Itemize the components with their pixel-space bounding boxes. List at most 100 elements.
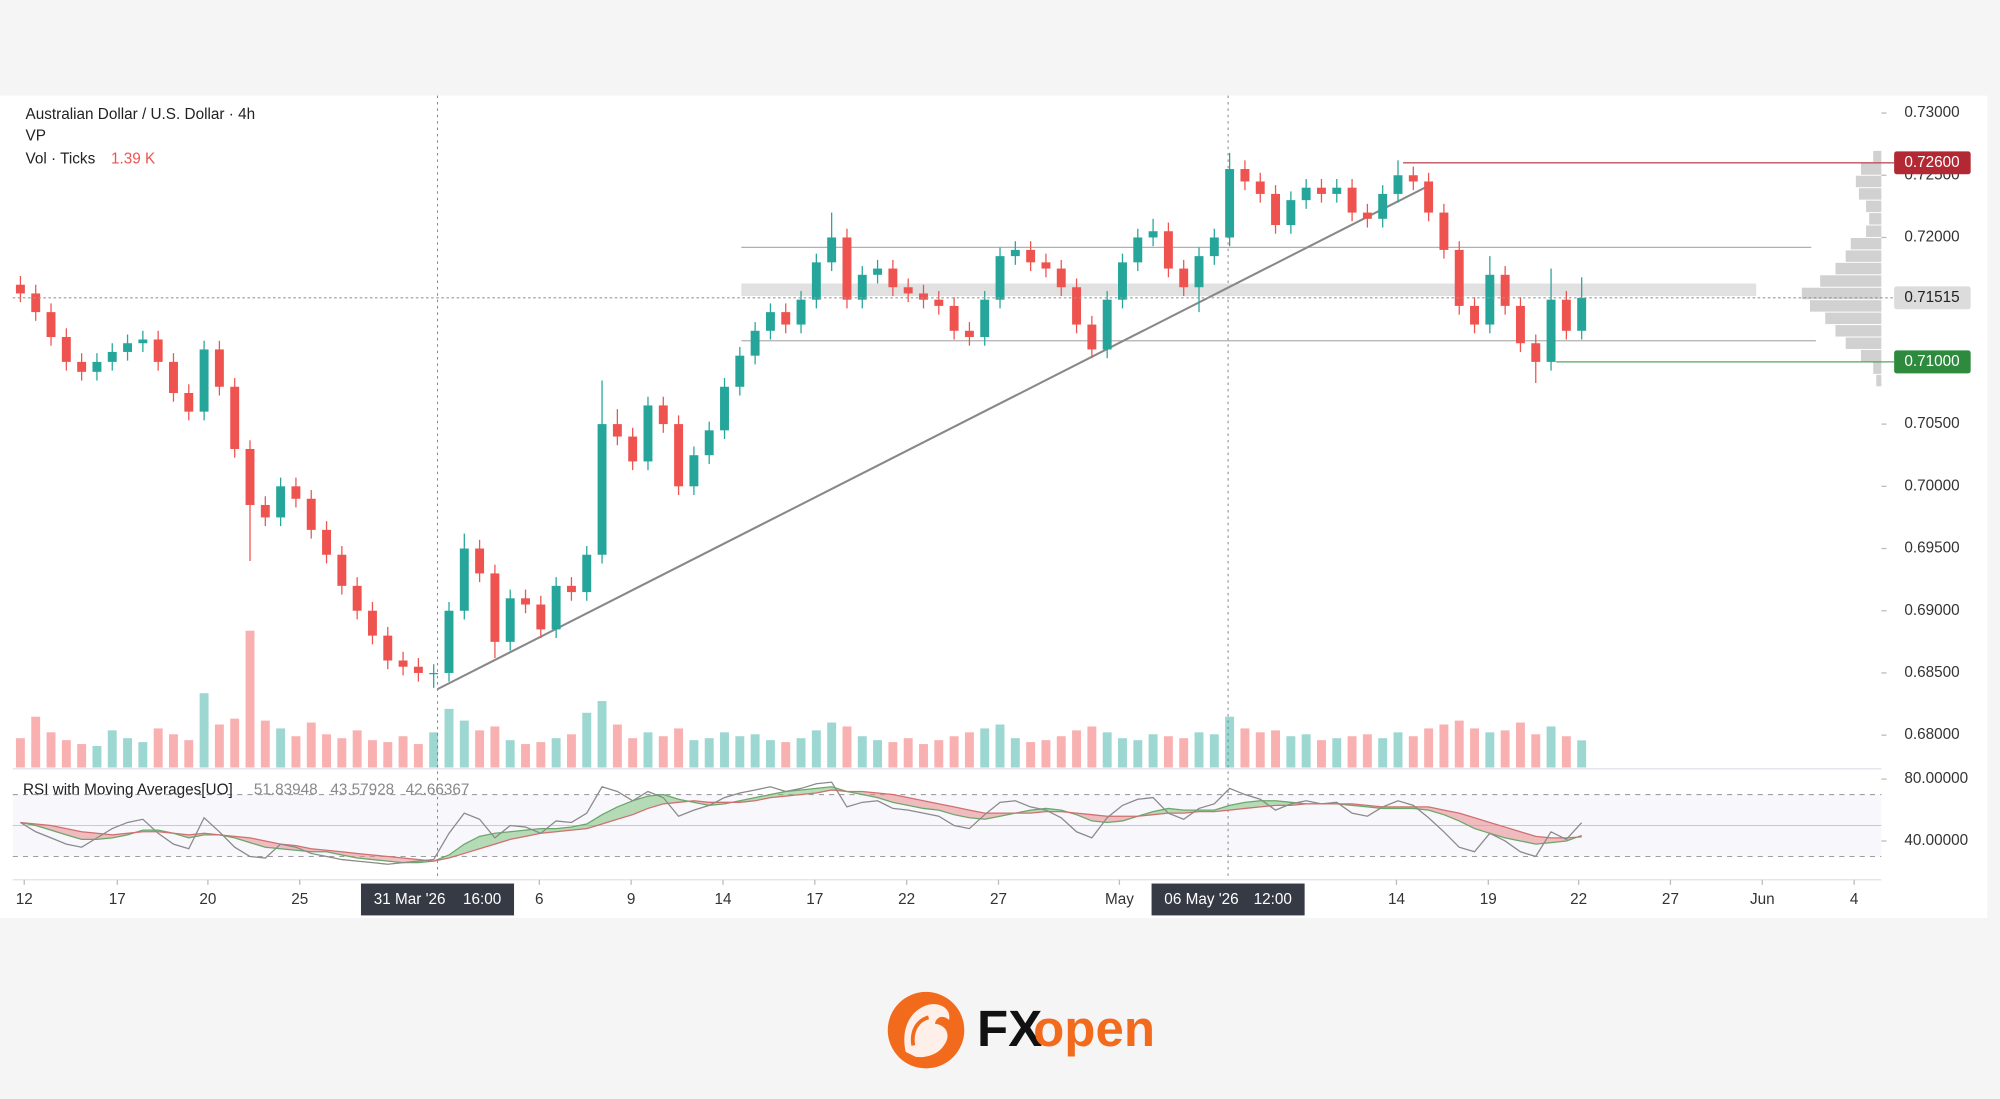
- profile-bar: [1835, 325, 1882, 337]
- candle-body: [857, 274, 867, 300]
- logo-mane: [910, 1015, 930, 1046]
- candle-body: [306, 498, 316, 530]
- price-label-box: [1894, 350, 1971, 374]
- candle-body: [1408, 175, 1418, 182]
- candle-body: [995, 256, 1005, 300]
- candle-body: [704, 430, 714, 456]
- volume-bar: [429, 732, 439, 768]
- volume-bar: [398, 736, 408, 768]
- candle-body: [46, 312, 56, 338]
- y-tick-label: 0.73000: [1904, 104, 1959, 121]
- volume-bar: [1271, 730, 1281, 768]
- candle-body: [138, 339, 148, 344]
- volume-bar: [459, 720, 469, 768]
- x-tick-label: 19: [1480, 891, 1497, 908]
- candle-body: [612, 424, 622, 437]
- candle-body: [153, 339, 163, 362]
- candle-body: [92, 361, 102, 372]
- candle-body: [398, 660, 408, 667]
- volume-bar: [1286, 736, 1296, 768]
- candle-body: [919, 293, 928, 300]
- candle-body: [1454, 249, 1464, 306]
- volume-bar: [536, 742, 546, 768]
- candle-body: [735, 355, 745, 387]
- candle-body: [413, 666, 423, 673]
- candle-body: [934, 299, 944, 306]
- volume-bar: [735, 736, 745, 768]
- volume-bar: [367, 740, 377, 768]
- volume-bar: [842, 726, 852, 768]
- volume-bar: [1546, 726, 1556, 768]
- volume-bar: [77, 744, 87, 768]
- candle-body: [429, 672, 439, 675]
- candle-body: [1531, 343, 1541, 362]
- volume-bar: [1072, 730, 1082, 768]
- rsi-ma-fill: [81, 831, 97, 840]
- crosshair-box: [1151, 883, 1305, 916]
- price-label: 0.71515: [1904, 289, 1959, 306]
- y-tick-label: 0.68500: [1904, 664, 1959, 681]
- volume-bar: [1531, 734, 1541, 768]
- candle-body: [1362, 212, 1372, 219]
- profile-bar: [1850, 237, 1882, 250]
- price-label: 0.72600: [1904, 154, 1959, 171]
- volume-bar: [475, 730, 485, 768]
- rsi-fast-value: 43.57928: [330, 782, 394, 799]
- candle-body: [765, 312, 775, 331]
- volume-bar: [505, 740, 515, 768]
- candle-body: [1470, 305, 1479, 325]
- volume-bar: [214, 724, 224, 768]
- volume-bar: [1148, 734, 1158, 768]
- volume-bar: [551, 738, 561, 768]
- candle-body: [658, 405, 668, 425]
- candle-body: [459, 548, 469, 611]
- volume-bar: [811, 730, 821, 768]
- volume-bar: [980, 728, 990, 768]
- volume-bar: [597, 701, 607, 768]
- volume-bar: [138, 742, 148, 768]
- volume-bar: [582, 712, 592, 768]
- candle-body: [827, 237, 837, 263]
- volume-bar: [781, 742, 791, 768]
- candle-body: [811, 262, 821, 300]
- candle-body: [1393, 175, 1403, 194]
- candle-body: [750, 330, 760, 356]
- volume-bar: [888, 742, 898, 768]
- profile-bar: [1855, 175, 1882, 188]
- candle-body: [1133, 237, 1143, 263]
- rsi-ma-fill: [1229, 802, 1245, 811]
- candle-body: [291, 486, 301, 499]
- candle-body: [1301, 187, 1311, 201]
- rsi-ma-fill: [510, 830, 526, 840]
- volume-last-value: 1.39 K: [111, 150, 156, 167]
- brand-open: open: [1033, 1000, 1155, 1057]
- volume-bar: [245, 630, 255, 768]
- candle-body: [1194, 256, 1204, 288]
- volume-bar: [413, 744, 423, 768]
- candle-body: [1317, 187, 1326, 194]
- volume-bar: [1485, 732, 1495, 768]
- candle-body: [949, 305, 959, 331]
- candle-body: [551, 585, 561, 630]
- volume-bar: [612, 724, 622, 768]
- logo-lion: [904, 1004, 950, 1058]
- candle-body: [980, 299, 990, 338]
- x-tick-label: 22: [1570, 891, 1587, 908]
- candle-body: [1546, 299, 1556, 362]
- rsi-value: 51.83948: [254, 782, 318, 799]
- volume-bar: [1163, 736, 1173, 768]
- volume-bar: [1470, 728, 1479, 768]
- crosshair-date: 06 May '26: [1164, 891, 1238, 908]
- candle-body: [781, 312, 791, 325]
- crosshair-time: 16:00: [463, 891, 501, 908]
- volume-bar: [934, 740, 944, 768]
- candle-body: [77, 361, 87, 372]
- price-label: 0.71000: [1904, 353, 1959, 370]
- volume-bar: [1347, 736, 1357, 768]
- rsi-ma-fill: [250, 837, 266, 848]
- price-label-box: [1894, 286, 1971, 310]
- volume-bar: [1118, 738, 1127, 768]
- candle-body: [444, 610, 454, 673]
- rsi-slow-value: 42.66367: [406, 782, 470, 799]
- rsi-ma-fill: [464, 836, 480, 854]
